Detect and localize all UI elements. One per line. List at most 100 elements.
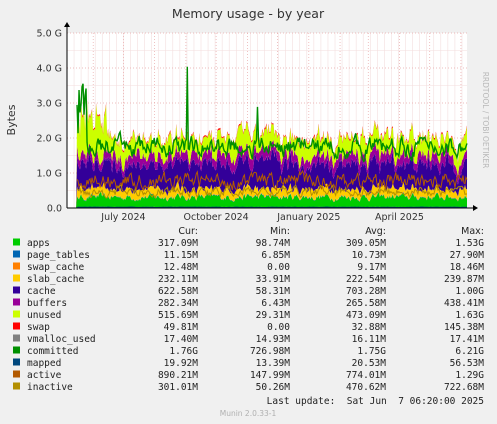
legend-max: 1.00G: [455, 286, 484, 297]
area-apps: [67, 191, 467, 208]
legend-max: 6.21G: [455, 346, 484, 357]
legend-cur: 282.34M: [158, 298, 198, 309]
legend-swatch: [13, 238, 20, 246]
legend-cur: 301.01M: [158, 382, 198, 393]
legend-row-apps: apps 317.09M 98.74M 309.05M 1.53G: [13, 238, 484, 249]
legend-row-mapped: mapped 19.92M 13.39M 20.53M 56.53M: [13, 358, 484, 369]
legend-min: 0.00: [267, 322, 290, 333]
legend-min: 13.39M: [256, 358, 291, 369]
legend-name: active: [27, 370, 62, 381]
legend-avg: 265.58M: [346, 298, 386, 309]
legend-cur: 890.21M: [158, 370, 198, 381]
legend-swatch: [13, 382, 20, 390]
area-unused: [67, 101, 467, 208]
legend-max: 722.68M: [444, 382, 484, 393]
legend-row-inactive: inactive 301.01M 50.26M 470.62M 722.68M: [13, 382, 484, 393]
legend-swatch: [13, 262, 20, 270]
watermark: RRDTOOL / TOBI OETIKER: [481, 72, 490, 169]
legend-max: 438.41M: [444, 298, 484, 309]
legend-row-unused: unused 515.69M 29.31M 473.09M 1.63G: [13, 310, 484, 321]
legend: apps 317.09M 98.74M 309.05M 1.53Gpage_tables…: [13, 238, 484, 393]
legend-cur: 515.69M: [158, 310, 198, 321]
legend-min: 6.43M: [261, 298, 290, 309]
legend-avg: 222.54M: [346, 274, 386, 285]
legend-row-cache: cache 622.58M 58.31M 703.28M 1.00G: [13, 286, 484, 297]
legend-avg: 703.28M: [346, 286, 386, 297]
legend-min: 58.31M: [256, 286, 291, 297]
legend-name: committed: [27, 346, 78, 357]
legend-name: buffers: [27, 298, 67, 309]
y-tick-label-3: 3.0 G: [37, 99, 63, 110]
legend-min: 98.74M: [256, 238, 291, 249]
legend-min: 50.26M: [256, 382, 291, 393]
x-tick-labels: July 2024 October 2024 January 2025 April 2…: [100, 212, 424, 223]
legend-header-cur: Cur:: [178, 226, 198, 237]
legend-cur: 317.09M: [158, 238, 198, 249]
legend-cur: 1.76G: [169, 346, 198, 357]
legend-cur: 622.58M: [158, 286, 198, 297]
last-update: Last update: Sat Jun 7 06:20:00 2025: [267, 396, 484, 407]
x-tick-label-3: April 2025: [375, 212, 424, 223]
line-active: [76, 169, 468, 192]
legend-name: swap_cache: [27, 262, 84, 273]
legend-max: 17.41M: [450, 334, 485, 345]
legend-swatch: [13, 370, 20, 378]
legend-header: Cur: Min: Avg: Max:: [178, 226, 484, 237]
legend-row-slab_cache: slab_cache 232.11M 33.91M 222.54M 239.87M: [13, 274, 484, 285]
legend-name: unused: [27, 310, 61, 321]
legend-cur: 49.81M: [164, 322, 199, 333]
legend-row-committed: committed 1.76G 726.98M 1.75G 6.21G: [13, 346, 484, 357]
legend-name: mapped: [27, 358, 61, 369]
axes: [64, 22, 478, 211]
x-tick-label-0: July 2024: [100, 212, 145, 223]
y-tick-labels: 0.0 1.0 G 2.0 G 3.0 G 4.0 G 5.0 G: [37, 29, 63, 215]
y-tick-label-2: 2.0 G: [37, 134, 63, 145]
legend-name: page_tables: [27, 250, 90, 261]
legend-max: 1.53G: [455, 238, 484, 249]
legend-min: 147.99M: [250, 370, 290, 381]
legend-avg: 309.05M: [346, 238, 386, 249]
legend-max: 56.53M: [450, 358, 485, 369]
y-tick-label-0: 0.0: [47, 204, 62, 215]
legend-row-page_tables: page_tables 11.15M 6.85M 10.73M 27.90M: [13, 250, 484, 261]
legend-name: cache: [27, 286, 56, 297]
legend-avg: 10.73M: [352, 250, 387, 261]
footer: Munin 2.0.33-1: [220, 409, 277, 418]
legend-avg: 1.75G: [357, 346, 386, 357]
series-areas: [67, 66, 468, 209]
legend-max: 18.46M: [450, 262, 485, 273]
legend-min: 726.98M: [250, 346, 290, 357]
y-tick-label-4: 4.0 G: [37, 64, 63, 75]
legend-row-buffers: buffers 282.34M 6.43M 265.58M 438.41M: [13, 298, 484, 309]
legend-cur: 17.40M: [164, 334, 199, 345]
legend-avg: 470.62M: [346, 382, 386, 393]
legend-cur: 11.15M: [164, 250, 199, 261]
legend-name: slab_cache: [27, 274, 84, 285]
legend-name: apps: [27, 238, 50, 249]
legend-max: 27.90M: [450, 250, 485, 261]
legend-min: 0.00: [267, 262, 290, 273]
legend-max: 1.29G: [455, 370, 484, 381]
legend-swatch: [13, 358, 20, 366]
y-tick-label-5: 5.0 G: [37, 29, 63, 40]
legend-min: 6.85M: [261, 250, 290, 261]
y-tick-label-1: 1.0 G: [37, 169, 63, 180]
legend-row-swap: swap 49.81M 0.00 32.88M 145.38M: [13, 322, 484, 333]
area-buffers: [67, 138, 467, 208]
legend-row-vmalloc_used: vmalloc_used 17.40M 14.93M 16.11M 17.41M: [13, 334, 484, 345]
legend-cur: 19.92M: [164, 358, 199, 369]
line-mapped: [77, 206, 468, 209]
legend-row-swap_cache: swap_cache 12.48M 0.00 9.17M 18.46M: [13, 262, 484, 273]
legend-min: 33.91M: [256, 274, 291, 285]
legend-swatch: [13, 286, 20, 294]
legend-avg: 774.01M: [346, 370, 386, 381]
legend-swatch: [13, 274, 20, 282]
chart-title: Memory usage - by year: [172, 6, 325, 21]
legend-min: 14.93M: [256, 334, 291, 345]
legend-swatch: [13, 346, 20, 354]
area-slab_cache: [67, 181, 467, 208]
legend-swatch: [13, 310, 20, 318]
legend-header-min: Min:: [270, 226, 290, 237]
legend-swatch: [13, 250, 20, 258]
